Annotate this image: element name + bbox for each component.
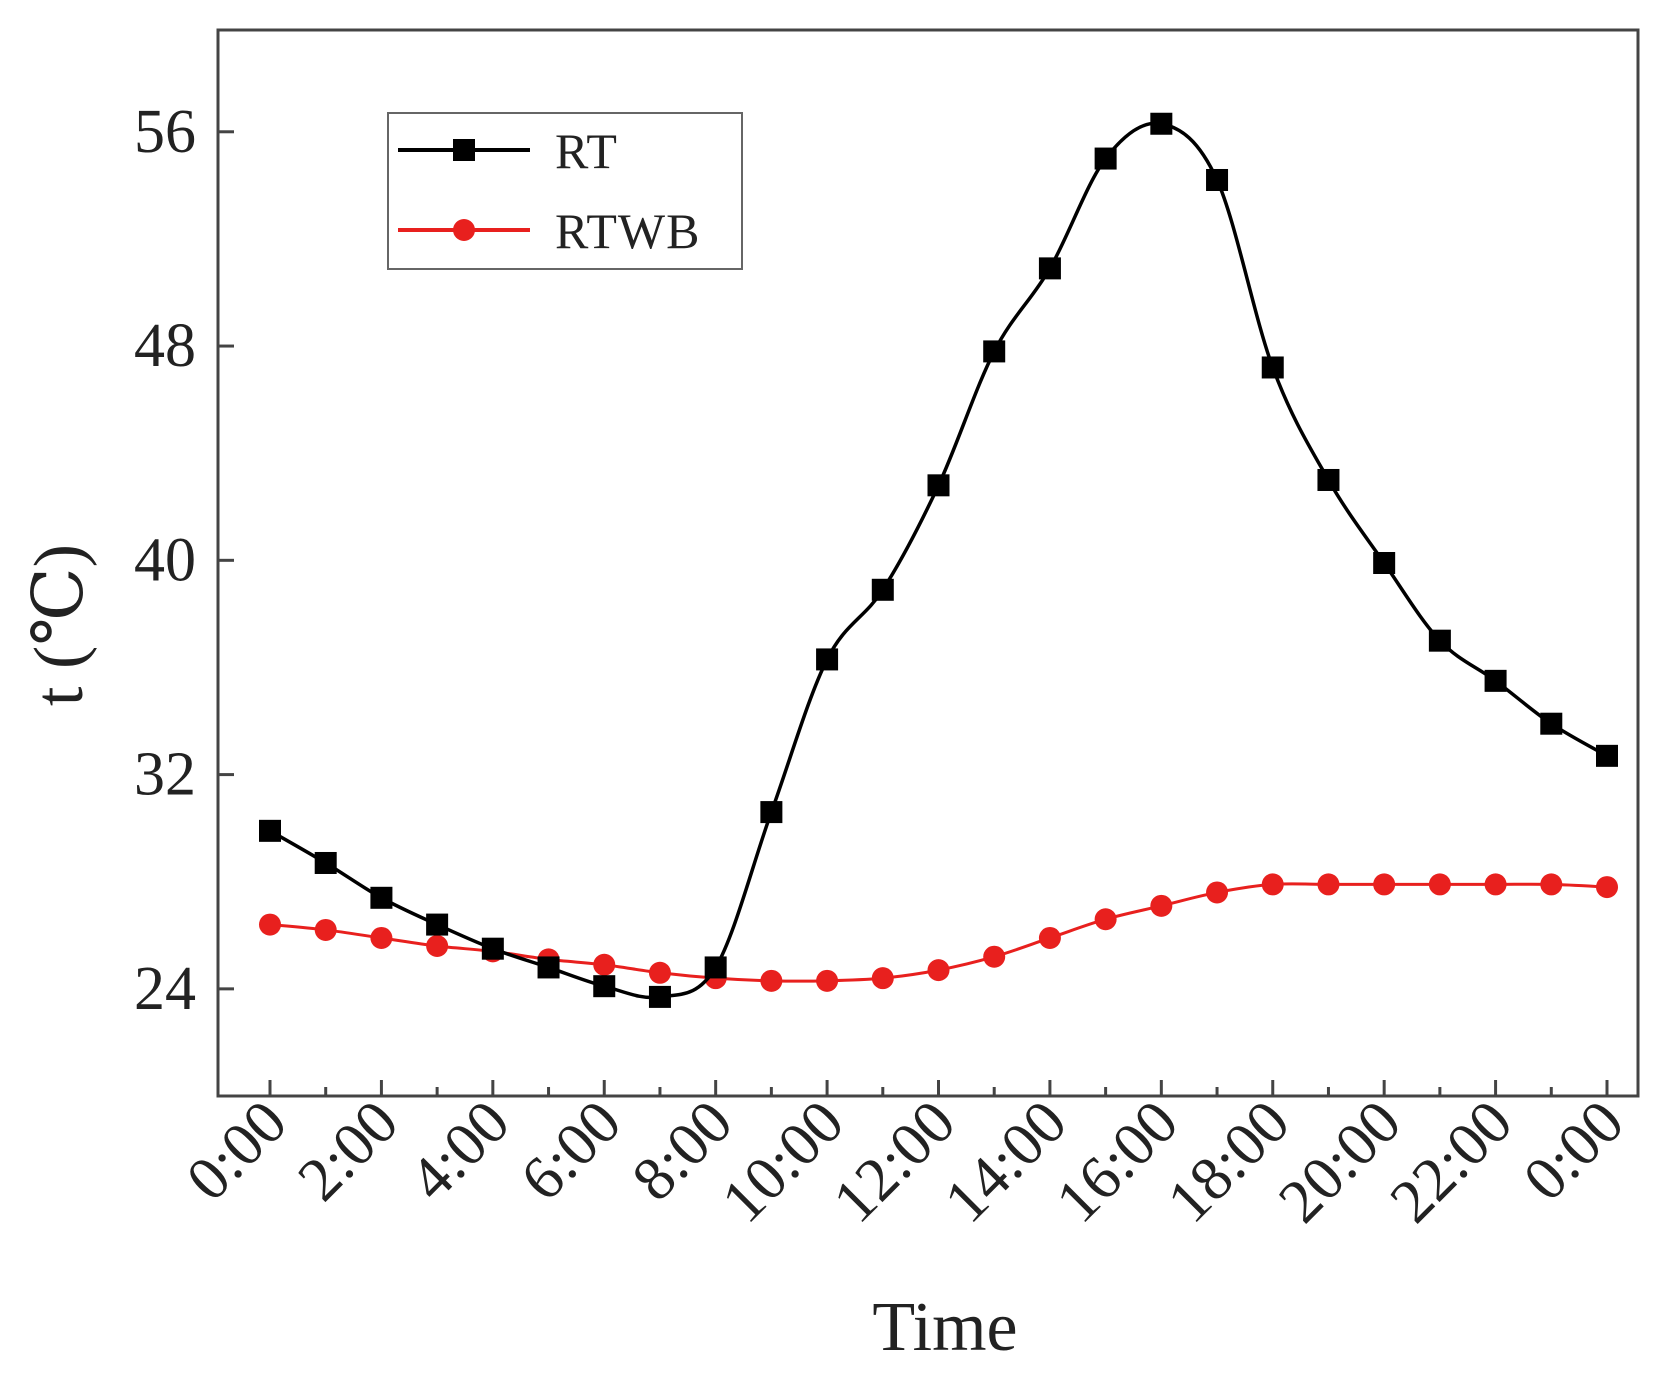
data-point-rtwb (1428, 873, 1451, 896)
data-point-rt (593, 975, 616, 998)
legend-marker-rt (453, 139, 475, 161)
x-tick-label: 2:00 (285, 1088, 411, 1214)
x-axis-ticks: 0:002:004:006:008:0010:0012:0014:0016:00… (174, 1080, 1637, 1236)
data-point-rtwb (259, 913, 281, 936)
data-point-rtwb (1206, 881, 1229, 904)
data-point-rtwb (593, 953, 616, 976)
series-layer (259, 112, 1618, 1008)
data-point-rt (537, 956, 560, 979)
x-tick-label: 0:00 (174, 1088, 300, 1214)
data-point-rt (816, 648, 839, 671)
data-point-rt (1038, 257, 1061, 280)
data-point-rt (704, 956, 727, 979)
data-point-rt (760, 801, 783, 824)
x-tick-label: 22:00 (1378, 1088, 1526, 1236)
data-point-rtwb (648, 961, 671, 984)
data-point-rtwb (1261, 873, 1284, 896)
data-point-rtwb (370, 926, 393, 949)
data-point-rt (370, 886, 393, 909)
data-point-rt (648, 985, 671, 1008)
data-point-rtwb (314, 918, 337, 941)
data-point-rtwb (983, 945, 1006, 968)
data-point-rt (927, 474, 950, 497)
y-axis-title: t (℃) (21, 544, 98, 706)
y-tick-label: 56 (134, 98, 196, 166)
x-tick-label: 10:00 (709, 1088, 857, 1236)
data-point-rtwb (1540, 873, 1563, 896)
data-point-rt (1150, 112, 1173, 135)
x-axis-title: Time (872, 1289, 1017, 1366)
data-point-rt (1261, 356, 1284, 379)
data-point-rt (259, 819, 281, 842)
data-point-rtwb (760, 969, 783, 992)
legend-label-rtwb: RTWB (555, 203, 700, 259)
data-point-rtwb (1094, 908, 1117, 931)
data-point-rtwb (871, 967, 894, 990)
y-tick-label: 48 (134, 312, 196, 380)
data-point-rt (1428, 629, 1451, 652)
data-point-rtwb (426, 935, 449, 958)
series-rtwb (259, 873, 1618, 992)
data-point-rt (481, 937, 504, 960)
data-point-rt (426, 913, 449, 936)
legend-label-rt: RT (555, 123, 618, 179)
data-point-rt (1540, 712, 1563, 735)
x-tick-label: 0:00 (1511, 1088, 1637, 1214)
x-tick-label: 14:00 (932, 1088, 1080, 1236)
x-tick-label: 16:00 (1043, 1088, 1191, 1236)
data-point-rt (1373, 552, 1396, 574)
data-point-rtwb (927, 959, 950, 982)
data-point-rt (983, 340, 1006, 363)
plot-frame (216, 28, 1640, 1098)
x-tick-label: 4:00 (397, 1088, 523, 1214)
legend-marker-rtwb (453, 219, 475, 241)
x-tick-label: 20:00 (1266, 1088, 1414, 1236)
y-tick-label: 24 (134, 955, 196, 1023)
y-axis-ticks: 24 32 40 48 56 (134, 98, 234, 1023)
data-point-rt (871, 578, 894, 601)
series-rt (259, 112, 1618, 1008)
data-point-rtwb (1038, 926, 1061, 949)
data-point-rtwb (1317, 873, 1340, 896)
data-point-rtwb (816, 969, 839, 992)
data-point-rt (1317, 468, 1340, 491)
y-tick-label: 40 (134, 526, 196, 594)
data-point-rt (1094, 147, 1117, 170)
data-point-rt (314, 851, 337, 874)
data-point-rtwb (1150, 894, 1173, 917)
x-tick-label: 6:00 (508, 1088, 634, 1214)
data-point-rt (1596, 744, 1618, 767)
y-tick-label: 32 (134, 741, 196, 809)
legend: RT RTWB (387, 112, 743, 270)
x-tick-label: 12:00 (820, 1088, 968, 1236)
x-tick-label: 18:00 (1155, 1088, 1303, 1236)
data-point-rtwb (1596, 876, 1618, 899)
data-point-rtwb (1484, 873, 1507, 896)
data-point-rt (1484, 669, 1507, 692)
data-point-rtwb (1373, 873, 1396, 896)
series-line-rt (269, 121, 1608, 1000)
legend-box (387, 112, 743, 270)
data-point-rt (1206, 168, 1229, 191)
